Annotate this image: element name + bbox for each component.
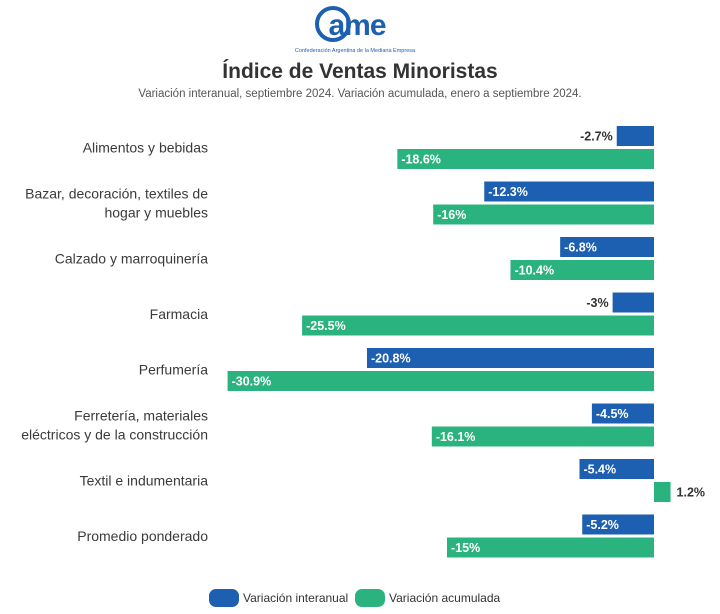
data-label: 1.2%	[677, 486, 706, 500]
data-label: -5.2%	[586, 518, 619, 532]
logo-ring	[315, 6, 351, 42]
category-label: Ferretería, materiales eléctricos y de la…	[21, 408, 208, 443]
category-label: Bazar, decoración, textiles de hogar y mu…	[25, 186, 208, 221]
bar-acumulada	[510, 260, 654, 280]
came-logo: ame Confederación Argentina de la Median…	[295, 6, 416, 54]
bar-acumulada	[433, 204, 654, 225]
bar-acumulada	[654, 482, 671, 502]
logo-tagline: Confederación Argentina de la Mediana Em…	[295, 48, 416, 54]
data-label: -5.4%	[583, 463, 616, 477]
bar-acumulada	[431, 426, 654, 447]
bar-interanual	[582, 514, 654, 535]
data-label: -4.5%	[596, 407, 629, 421]
data-label: -16.1%	[436, 430, 476, 444]
legend-label: Variación acumulada	[389, 591, 501, 605]
category-label: Perfumería	[139, 362, 208, 378]
data-label: -12.3%	[488, 185, 528, 199]
legend: Variación interanual Variación acumulada	[0, 588, 720, 608]
bar-interanual	[560, 237, 654, 257]
legend-item: Variación acumulada	[355, 588, 500, 608]
logo-wordmark: ame	[328, 9, 385, 42]
bar-interanual	[484, 181, 654, 202]
chart-subtitle: Variación interanual, septiembre 2024. V…	[138, 88, 582, 100]
legend-swatch	[209, 589, 239, 607]
category-label: Calzado y marroquinería	[55, 251, 209, 267]
bar-acumulada	[227, 371, 654, 391]
data-label: -10.4%	[514, 264, 554, 278]
legend-item: Variación interanual	[209, 588, 348, 608]
legend-label: Variación interanual	[243, 591, 349, 605]
bar-interanual	[591, 403, 654, 424]
data-label: -18.6%	[401, 153, 441, 167]
bar-acumulada	[397, 149, 654, 169]
data-label: -30.9%	[232, 375, 272, 389]
data-label: -3%	[586, 296, 608, 310]
category-label: Alimentos y bebidas	[83, 140, 208, 156]
data-label: -25.5%	[306, 319, 346, 333]
data-label: -15%	[451, 541, 480, 555]
data-label: -6.8%	[564, 241, 597, 255]
category-label: Promedio ponderado	[77, 528, 208, 544]
bar-interanual	[616, 126, 654, 146]
bar-interanual	[579, 459, 654, 479]
category-label: Textil e indumentaria	[80, 473, 209, 489]
bar-acumulada	[447, 537, 654, 558]
bar-acumulada	[302, 315, 654, 336]
bar-chart: Alimentos y bebidas -2.7% -18.6% Bazar, dec…	[21, 126, 706, 558]
legend-swatch	[355, 589, 385, 607]
data-label: -2.7%	[580, 130, 613, 144]
chart-title: Índice de Ventas Minoristas	[222, 60, 498, 83]
bar-interanual	[366, 348, 654, 368]
data-label: -16%	[437, 208, 466, 222]
data-label: -20.8%	[371, 352, 411, 366]
bar-interanual	[612, 292, 654, 313]
category-label: Farmacia	[150, 306, 209, 322]
